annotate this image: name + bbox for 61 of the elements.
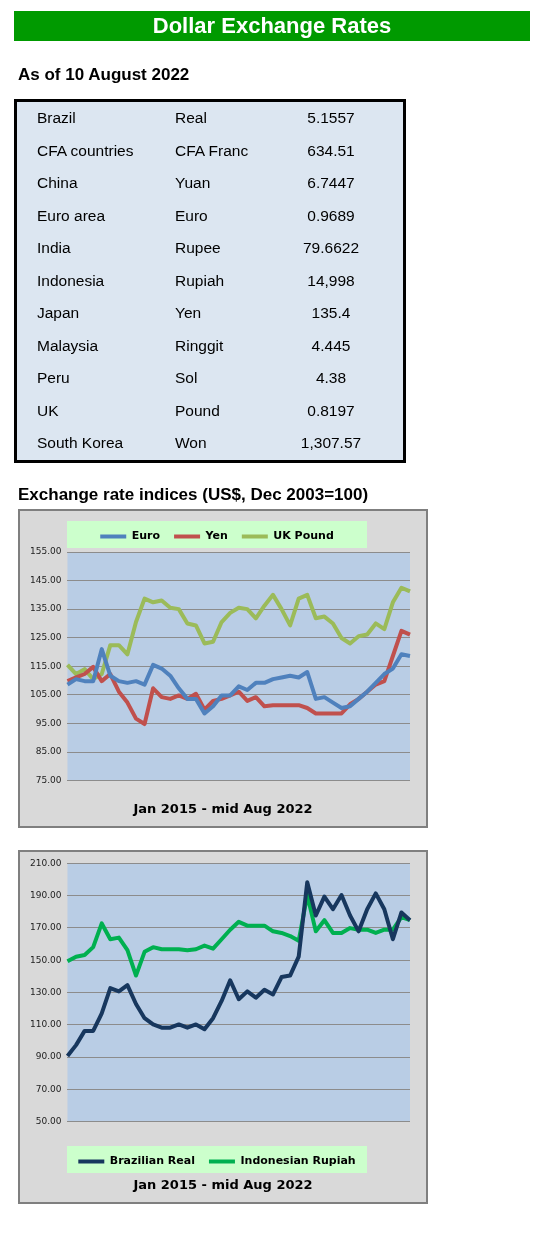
text: Brazil (36, 108, 77, 129)
text: Won (174, 433, 208, 454)
legend-label: Brazilian Real (109, 1153, 195, 1167)
text: 4.38 (314, 368, 348, 389)
y-tick-label: 70.00 (35, 1083, 62, 1094)
text: Ringgit (174, 335, 225, 356)
y-tick-label: 50.00 (35, 1115, 62, 1126)
y-tick-label: 90.00 (35, 1050, 62, 1061)
text: 4.445 (310, 335, 352, 356)
text: Dollar Exchange Rates (14, 11, 530, 41)
text: Euro area (36, 205, 107, 226)
y-tick-label: 210.00 (29, 857, 62, 868)
legend-label: Indonesian Rupiah (240, 1153, 356, 1167)
text: As of 10 August 2022 (18, 65, 191, 85)
text: 135.4 (310, 303, 352, 324)
text: South Korea (36, 433, 125, 454)
text: Pound (174, 400, 221, 421)
y-tick-label: 170.00 (29, 921, 62, 932)
y-tick-label: 95.00 (35, 717, 62, 728)
y-tick-label: 125.00 (29, 631, 62, 642)
y-tick-label: 190.00 (29, 889, 62, 900)
y-tick-label: 105.00 (29, 688, 62, 699)
text: Malaysia (36, 335, 100, 356)
legend-label: UK Pound (273, 528, 334, 542)
y-tick-label: 115.00 (29, 660, 62, 671)
y-tick-label: 155.00 (29, 545, 62, 556)
text: Rupiah (174, 270, 226, 291)
text: 79.6622 (302, 238, 360, 259)
text: 1,307.57 (299, 433, 363, 454)
text: India (36, 238, 72, 259)
text: Indonesia (36, 270, 106, 291)
text: Yen (174, 303, 203, 324)
text: Peru (36, 368, 71, 389)
x-axis-title: Jan 2015 - mid Aug 2022 (131, 1176, 314, 1194)
text: Japan (36, 303, 81, 324)
text: China (36, 173, 79, 194)
text: 14,998 (306, 270, 356, 291)
text: 634.51 (306, 140, 356, 161)
text: Real (174, 108, 208, 129)
y-tick-label: 75.00 (35, 774, 62, 785)
y-tick-label: 150.00 (29, 954, 62, 965)
y-tick-label: 110.00 (29, 1018, 62, 1029)
y-tick-label: 130.00 (29, 986, 62, 997)
text: UK (36, 400, 60, 421)
text: Euro (174, 205, 209, 226)
legend-label: Yen (204, 528, 228, 542)
text: Rupee (174, 238, 222, 259)
text: CFA countries (36, 140, 135, 161)
chart-title: Exchange rate indices (US$, Dec 2003=100) (18, 484, 370, 505)
text: CFA Franc (174, 140, 250, 161)
text: 0.8197 (306, 400, 356, 421)
text: 5.1557 (306, 108, 356, 129)
y-tick-label: 85.00 (35, 745, 62, 756)
y-tick-label: 135.00 (29, 602, 62, 613)
text: Sol (174, 368, 199, 389)
text: Yuan (174, 173, 212, 194)
legend-label: Euro (131, 528, 161, 542)
y-tick-label: 145.00 (29, 574, 62, 585)
text: 6.7447 (306, 173, 356, 194)
x-axis-title: Jan 2015 - mid Aug 2022 (131, 800, 314, 818)
text: 0.9689 (306, 205, 356, 226)
